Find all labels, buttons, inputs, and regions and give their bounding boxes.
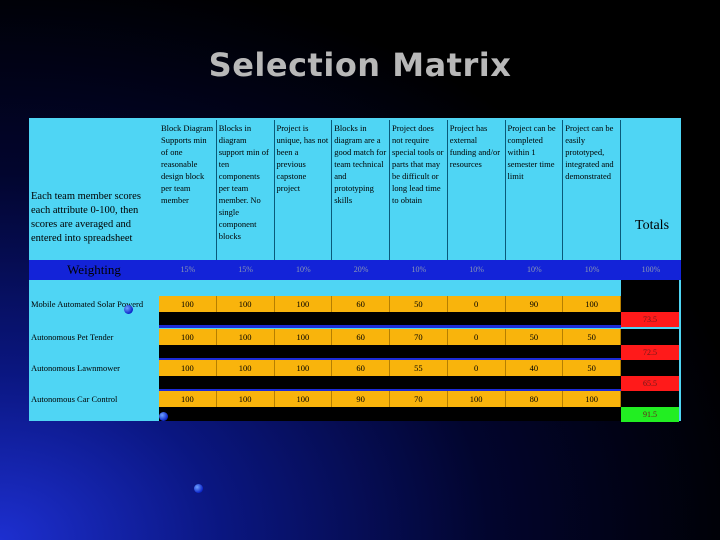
- criterion-weight: 10%: [584, 265, 600, 274]
- score-cell: 100: [275, 296, 333, 312]
- criterion-weight: 20%: [353, 265, 369, 274]
- criterion-weight: 10%: [469, 265, 484, 274]
- score-cell: 100: [159, 296, 217, 312]
- criterion-header: Project has external funding and/or reso…: [448, 120, 506, 260]
- score-cell: 90: [332, 391, 390, 407]
- total-score: 72.5: [621, 345, 679, 360]
- score-row: 100 100 100 90 70 100 80 100: [159, 391, 621, 407]
- row-separator: [159, 407, 621, 421]
- criterion-header: Block Diagram Supports min of one reason…: [159, 120, 217, 260]
- score-row: 100 100 100 60 55 0 40 50: [159, 360, 621, 376]
- score-cell: 60: [332, 360, 390, 376]
- score-cell: 50: [563, 360, 621, 376]
- criterion-weight: 15%: [180, 265, 196, 274]
- weighting-row: Weighting 15% 15% 10% 20% 10% 10% 10% 10% 100%: [29, 260, 681, 280]
- score-cell: 100: [275, 360, 333, 376]
- criterion-header: Project can be easily prototyped, integr…: [563, 120, 621, 260]
- row-separator: [159, 376, 621, 390]
- weighting-label: Weighting: [67, 262, 121, 277]
- total-spacer: [621, 360, 679, 376]
- criterion-weight: 15%: [238, 265, 253, 274]
- score-cell: 70: [390, 391, 448, 407]
- score-cell: 90: [506, 296, 564, 312]
- criterion-header: Blocks in diagram are a good match for t…: [332, 120, 390, 260]
- row-separator: [159, 312, 621, 326]
- row-separator: [159, 345, 621, 359]
- score-cell: 60: [332, 296, 390, 312]
- score-row: 100 100 100 60 50 0 90 100: [159, 296, 621, 312]
- score-cell: 0: [448, 360, 506, 376]
- score-cell: 70: [390, 329, 448, 345]
- project-name: Autonomous Car Control: [31, 394, 118, 404]
- project-name: Autonomous Pet Tender: [31, 332, 114, 342]
- row-divider: [159, 325, 621, 328]
- project-name: Mobile Automated Solar Powerd: [31, 299, 144, 309]
- score-cell: 50: [563, 329, 621, 345]
- score-cell: 100: [217, 391, 275, 407]
- totals-header: Totals: [635, 218, 670, 233]
- total-spacer: [621, 296, 679, 312]
- score-cell: 0: [448, 329, 506, 345]
- row-divider: [159, 389, 621, 392]
- intro-text: Each team member scores each attribute 0…: [31, 191, 141, 244]
- bullet-icon: [159, 412, 168, 421]
- criterion-header: Blocks in diagram support min of ten com…: [217, 120, 275, 260]
- score-cell: 50: [506, 329, 564, 345]
- score-cell: 100: [448, 391, 506, 407]
- total-spacer: [621, 329, 679, 345]
- bullet-icon: [194, 484, 203, 493]
- selection-matrix-table: Each team member scores each attribute 0…: [29, 118, 681, 422]
- total-score: 65.5: [621, 376, 679, 391]
- criterion-weight: 10%: [527, 265, 542, 274]
- criterion-weight: 10%: [296, 265, 311, 274]
- total-score: 73.5: [621, 312, 679, 327]
- score-cell: 100: [217, 360, 275, 376]
- score-cell: 0: [448, 296, 506, 312]
- criterion-header: Project does not require special tools o…: [390, 120, 448, 260]
- row-divider: [159, 358, 621, 361]
- criterion-header: Project is unique, has not been a previo…: [275, 120, 333, 260]
- total-score: 91.5: [621, 407, 679, 422]
- score-cell: 100: [159, 391, 217, 407]
- score-cell: 100: [159, 329, 217, 345]
- criterion-header: Project can be completed within 1 semest…: [506, 120, 564, 260]
- score-cell: 100: [217, 329, 275, 345]
- slide-title: Selection Matrix: [208, 46, 512, 84]
- score-cell: 100: [159, 360, 217, 376]
- score-cell: 100: [217, 296, 275, 312]
- bullet-icon: [124, 305, 133, 314]
- score-cell: 100: [563, 296, 621, 312]
- score-cell: 55: [390, 360, 448, 376]
- score-row: 100 100 100 60 70 0 50 50: [159, 329, 621, 345]
- score-cell: 100: [563, 391, 621, 407]
- total-spacer: [621, 391, 679, 407]
- score-cell: 100: [275, 391, 333, 407]
- total-weight: 100%: [641, 265, 661, 274]
- totals-column-separator: [621, 280, 679, 296]
- score-cell: 50: [390, 296, 448, 312]
- project-name: Autonomous Lawnmower: [31, 363, 121, 373]
- score-cell: 40: [506, 360, 564, 376]
- criterion-weight: 10%: [411, 265, 427, 274]
- score-cell: 100: [275, 329, 333, 345]
- score-cell: 60: [332, 329, 390, 345]
- score-cell: 80: [506, 391, 564, 407]
